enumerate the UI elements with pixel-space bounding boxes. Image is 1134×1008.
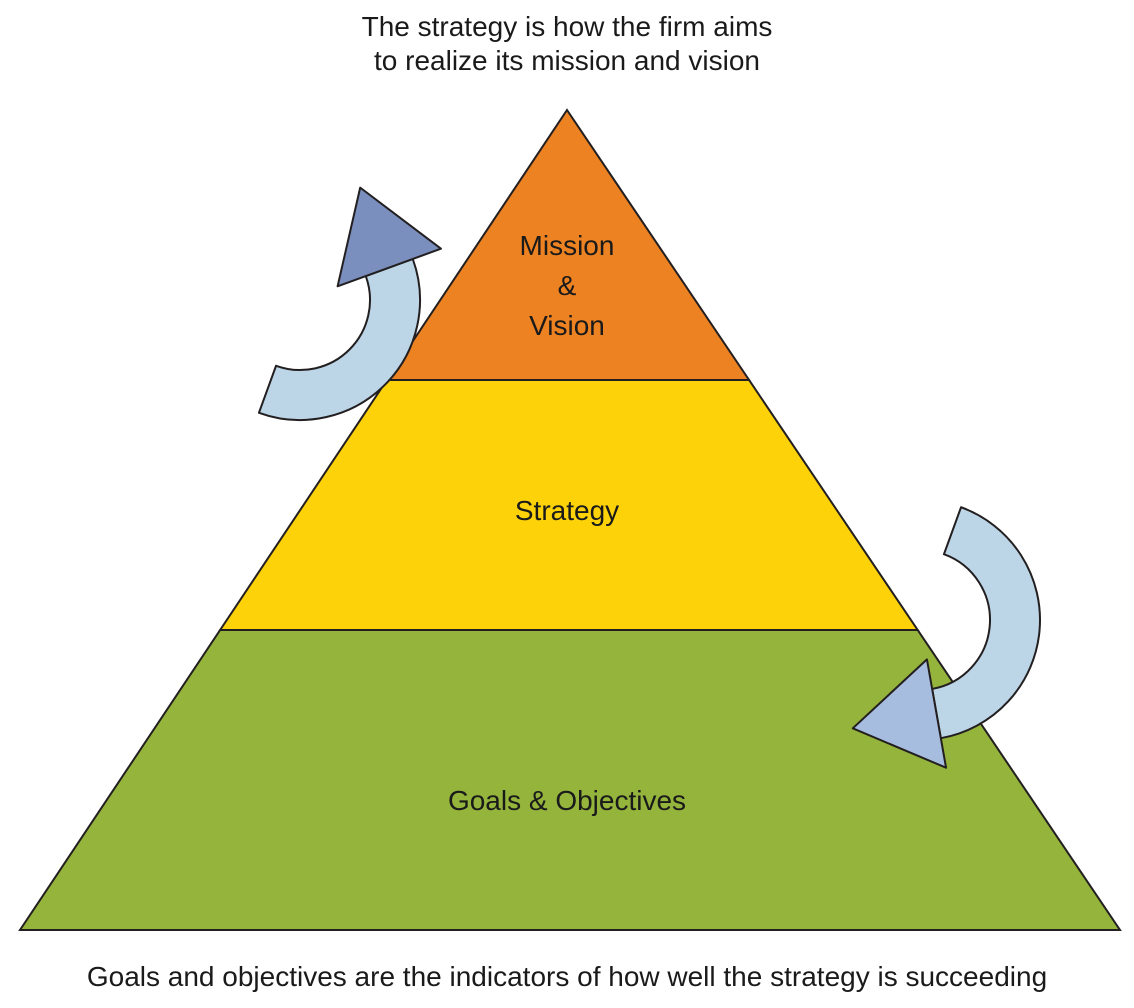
label-mission-line2: & (558, 270, 577, 301)
caption-top-line2: to realize its mission and vision (374, 45, 760, 76)
label-mission-line1: Mission (520, 230, 615, 261)
label-mission-line3: Vision (529, 310, 605, 341)
caption-bottom: Goals and objectives are the indicators … (87, 961, 1047, 992)
pyramid-diagram: Mission & Vision Strategy Goals & Object… (0, 0, 1134, 1008)
caption-top-line1: The strategy is how the firm aims (362, 11, 773, 42)
diagram-stage: Mission & Vision Strategy Goals & Object… (0, 0, 1134, 1008)
label-goals-objectives: Goals & Objectives (448, 785, 686, 816)
pyramid-level-goals-objectives (20, 630, 1120, 930)
label-strategy: Strategy (515, 495, 619, 526)
